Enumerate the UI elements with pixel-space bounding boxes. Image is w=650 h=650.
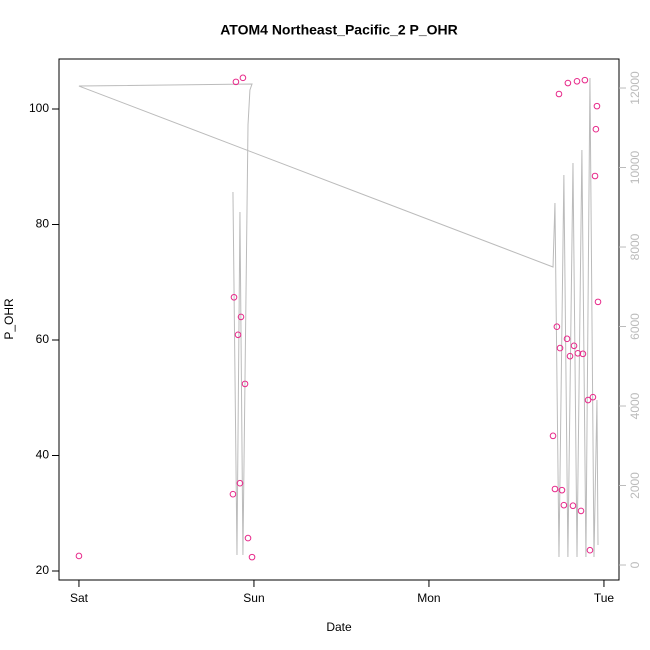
point bbox=[591, 172, 599, 180]
y2-tick-label: 0 bbox=[628, 561, 642, 568]
y-tick-label: 20 bbox=[36, 563, 50, 577]
point bbox=[592, 125, 600, 133]
point bbox=[237, 313, 245, 321]
point bbox=[551, 485, 559, 493]
point bbox=[558, 486, 566, 494]
chart-title: ATOM4 Northeast_Pacific_2 P_OHR bbox=[220, 22, 458, 38]
y-axis-label: P_OHR bbox=[2, 298, 16, 340]
point bbox=[236, 479, 244, 487]
x-tick-label: Sun bbox=[243, 591, 264, 605]
point bbox=[566, 352, 574, 360]
x-tick-label: Tue bbox=[594, 591, 615, 605]
x-tick-label: Mon bbox=[417, 591, 440, 605]
y-tick-label: 60 bbox=[36, 332, 50, 346]
point bbox=[556, 344, 564, 352]
point bbox=[563, 335, 571, 343]
x-tick-label: Sat bbox=[70, 591, 89, 605]
y-tick-label: 80 bbox=[36, 217, 50, 231]
point bbox=[229, 490, 237, 498]
y-tick-label: 100 bbox=[29, 101, 49, 115]
point bbox=[230, 293, 238, 301]
point bbox=[239, 74, 247, 82]
point bbox=[549, 432, 557, 440]
point bbox=[593, 102, 601, 110]
plot-frame bbox=[58, 58, 620, 581]
y2-tick-label: 12000 bbox=[628, 71, 642, 105]
point bbox=[579, 350, 587, 358]
point bbox=[589, 393, 597, 401]
point bbox=[573, 77, 581, 85]
y2-tick-label: 6000 bbox=[628, 313, 642, 340]
point bbox=[570, 342, 578, 350]
point bbox=[564, 79, 572, 87]
x-axis-label: Date bbox=[326, 620, 352, 634]
point bbox=[553, 323, 561, 331]
point bbox=[560, 501, 568, 509]
point bbox=[569, 502, 577, 510]
point bbox=[555, 90, 563, 98]
y2-tick-label: 8000 bbox=[628, 233, 642, 260]
point bbox=[75, 552, 83, 560]
y2-tick-label: 4000 bbox=[628, 392, 642, 419]
point bbox=[584, 396, 592, 404]
point bbox=[577, 507, 585, 515]
y2-tick-label: 2000 bbox=[628, 472, 642, 499]
point bbox=[234, 331, 242, 339]
series-line bbox=[78, 77, 599, 558]
point bbox=[244, 534, 252, 542]
point bbox=[248, 553, 256, 561]
point bbox=[241, 380, 249, 388]
point bbox=[232, 78, 240, 86]
point bbox=[581, 76, 589, 84]
point bbox=[594, 298, 602, 306]
y2-tick-label: 10000 bbox=[628, 151, 642, 185]
point bbox=[586, 546, 594, 554]
y-tick-label: 40 bbox=[36, 448, 50, 462]
